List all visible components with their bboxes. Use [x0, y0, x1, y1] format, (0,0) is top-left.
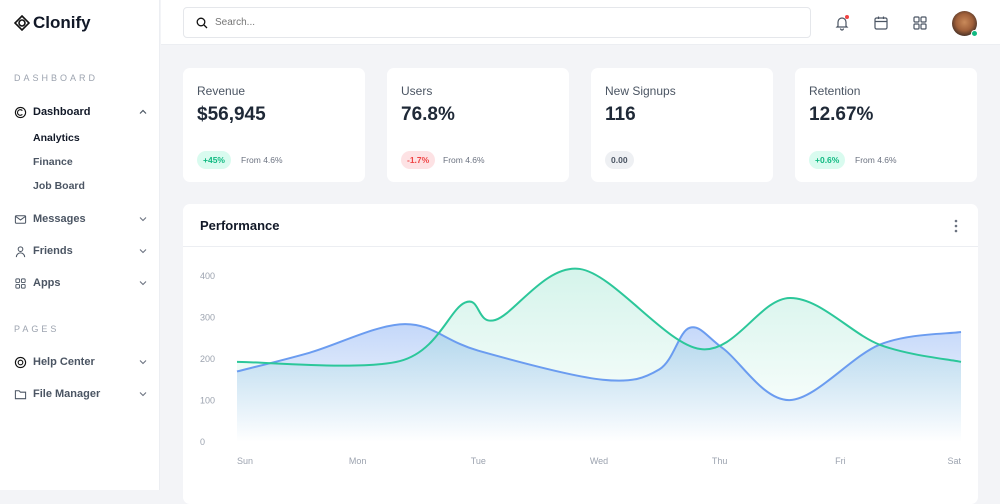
chevron-down-icon: [139, 281, 147, 286]
x-tick-label: Sun: [237, 456, 253, 466]
sidebar: Clonify DASHBOARD Dashboard Analytics Fi…: [0, 0, 160, 490]
search-input[interactable]: [215, 17, 715, 28]
search-box[interactable]: [183, 7, 811, 38]
sidebar-item-label: File Manager: [33, 388, 101, 400]
sidebar-item-apps[interactable]: Apps: [14, 275, 148, 291]
y-tick-label: 300: [200, 313, 215, 323]
change-badge: 0.00: [605, 151, 634, 169]
calendar-icon[interactable]: [873, 15, 889, 31]
stat-card-new-signups: New Signups 116 0.00: [591, 68, 773, 182]
sidebar-item-label: Messages: [33, 213, 86, 225]
sidebar-item-label: Friends: [33, 245, 73, 257]
sidebar-item-label: Help Center: [33, 356, 95, 368]
logo[interactable]: Clonify: [14, 13, 91, 33]
stat-card-retention: Retention 12.67% +0.6% From 4.6%: [795, 68, 977, 182]
stat-value: 76.8%: [401, 104, 455, 125]
stat-label: New Signups: [605, 84, 676, 98]
chevron-down-icon: [139, 217, 147, 222]
stat-from: From 4.6%: [855, 155, 897, 165]
y-tick-label: 200: [200, 354, 215, 364]
x-tick-label: Wed: [590, 456, 608, 466]
sidebar-item-help-center[interactable]: Help Center: [14, 354, 148, 370]
series-line: [236, 323, 962, 402]
chevron-down-icon: [139, 392, 147, 397]
logo-icon: [14, 15, 30, 31]
stat-from: From 4.6%: [241, 155, 283, 165]
x-tick-label: Tue: [471, 456, 486, 466]
change-badge: +45%: [197, 151, 231, 169]
user-icon: [15, 245, 26, 257]
section-label: PAGES: [14, 324, 60, 334]
chevron-down-icon: [139, 249, 147, 254]
bell-icon[interactable]: [834, 15, 850, 31]
section-label: DASHBOARD: [14, 73, 99, 83]
sidebar-subitem-finance[interactable]: Finance: [33, 156, 73, 168]
stat-label: Revenue: [197, 84, 246, 98]
sidebar-subitem-job-board[interactable]: Job Board: [33, 180, 85, 192]
stat-value: 12.67%: [809, 104, 874, 125]
more-vertical-icon[interactable]: [954, 219, 958, 233]
lifebuoy-icon: [14, 356, 27, 368]
sidebar-item-label: Apps: [33, 277, 61, 289]
performance-card: Performance 0 100 200 300 400 Sun Mon Tue Wed Thu…: [183, 204, 978, 504]
sidebar-subitem-analytics[interactable]: Analytics: [33, 132, 80, 144]
series-line: [236, 267, 962, 367]
y-tick-label: 100: [200, 396, 215, 406]
search-icon: [196, 17, 208, 28]
mail-icon: [14, 214, 27, 224]
stat-value: 116: [605, 104, 636, 125]
brand-name: Clonify: [33, 13, 91, 32]
grid-icon: [15, 277, 26, 289]
change-badge: -1.7%: [401, 151, 436, 169]
stat-card-users: Users 76.8% -1.7% From 4.6%: [387, 68, 569, 182]
card-title: Performance: [200, 218, 280, 233]
apps-grid-icon[interactable]: [912, 15, 928, 31]
stat-label: Users: [401, 84, 433, 98]
x-tick-label: Sat: [947, 456, 961, 466]
stat-from: From 4.6%: [443, 155, 485, 165]
stat-card-revenue: Revenue $56,945 +45% From 4.6%: [183, 68, 365, 182]
chevron-down-icon: [139, 360, 147, 365]
chevron-up-icon: [139, 109, 147, 114]
stat-label: Retention: [809, 84, 861, 98]
sidebar-item-messages[interactable]: Messages: [14, 211, 148, 227]
topbar: [161, 0, 1000, 45]
change-badge: +0.6%: [809, 151, 846, 169]
sidebar-item-friends[interactable]: Friends: [14, 243, 148, 259]
y-tick-label: 400: [200, 271, 215, 281]
stat-value: $56,945: [197, 104, 266, 125]
folder-icon: [14, 389, 27, 399]
x-tick-label: Fri: [835, 456, 846, 466]
online-status-dot: [971, 30, 978, 37]
y-tick-label: 0: [200, 437, 205, 447]
x-tick-label: Thu: [712, 456, 728, 466]
sidebar-item-file-manager[interactable]: File Manager: [14, 386, 148, 402]
dashboard-icon: [14, 106, 27, 118]
performance-chart: 0 100 200 300 400 Sun Mon Tue Wed Thu Fri Sat: [200, 267, 962, 466]
divider: [183, 246, 978, 247]
sidebar-item-label: Dashboard: [33, 106, 91, 118]
x-tick-label: Mon: [349, 456, 367, 466]
sidebar-item-dashboard[interactable]: Dashboard: [14, 104, 148, 120]
